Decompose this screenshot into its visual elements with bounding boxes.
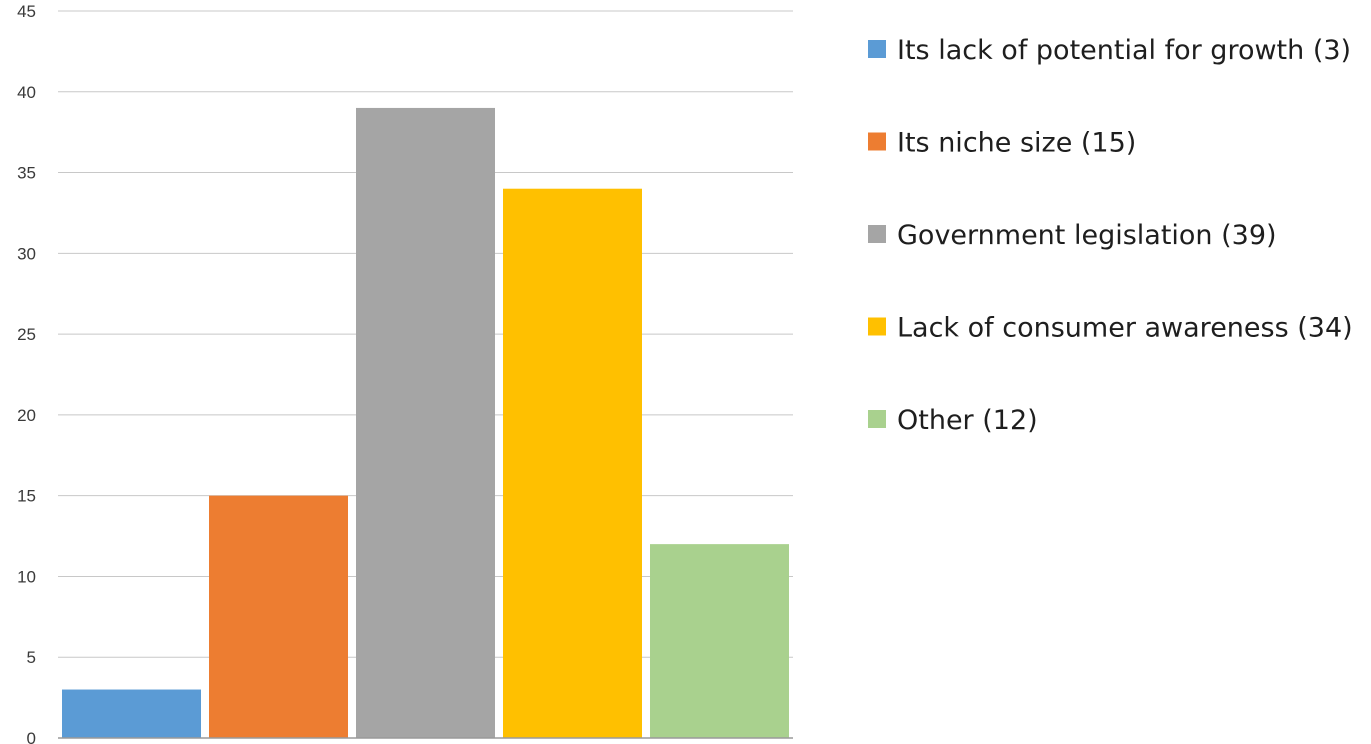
legend-swatch [868,317,886,336]
legend: Its lack of potential for growth (3) Its … [868,35,1353,436]
y-tick-label: 45 [17,2,36,21]
bar [62,689,201,738]
bar [356,107,495,738]
bar [503,188,642,738]
legend-label: Other (12) [897,405,1038,436]
legend-label: Government legislation (39) [897,220,1277,251]
y-tick-label: 30 [17,244,36,263]
y-tick-label: 5 [27,648,36,667]
legend-swatch [868,132,886,151]
bars [62,107,789,738]
legend-swatch [868,40,886,58]
y-tick-label: 15 [17,487,36,506]
y-tick-label: 25 [17,325,36,344]
y-tick-label: 35 [17,164,36,183]
legend-swatch [868,410,886,428]
y-tick-label: 40 [17,83,36,102]
y-tick-label: 10 [17,567,36,586]
legend-swatch [868,225,886,243]
y-tick-label: 20 [17,406,36,425]
y-tick-label: 0 [27,729,36,744]
bar [650,544,789,738]
y-axis-tick-labels: 0 5 10 15 20 25 30 35 40 45 [17,2,36,744]
legend-label: Its niche size (15) [897,128,1136,159]
bar [209,495,348,738]
legend-label: Its lack of potential for growth (3) [897,35,1351,66]
legend-label: Lack of consumer awareness (34) [897,313,1353,344]
